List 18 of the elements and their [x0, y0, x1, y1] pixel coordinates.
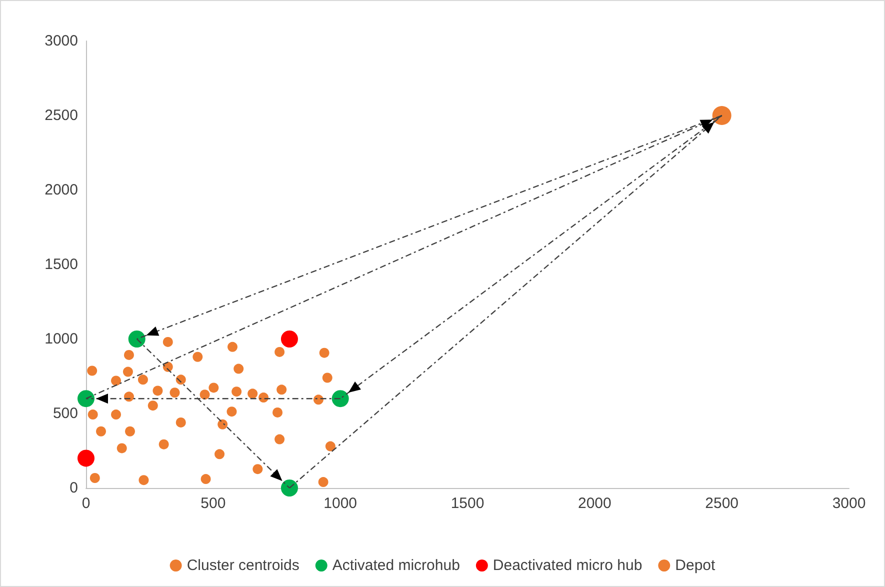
x-tick-label: 0 — [82, 495, 90, 512]
x-tick-label: 2500 — [705, 495, 739, 512]
x-tick-label: 1500 — [450, 495, 484, 512]
legend-label: Deactivated micro hub — [492, 557, 642, 574]
y-tick-label: 3000 — [44, 32, 78, 50]
legend-label: Cluster centroids — [186, 557, 300, 574]
x-tick-label: 3000 — [832, 495, 866, 512]
y-tick-label: 1000 — [44, 330, 78, 348]
y-tick-label: 2000 — [44, 182, 78, 198]
x-tick-label: 2000 — [578, 495, 612, 512]
legend-label: Activated microhub — [332, 557, 460, 574]
legend-label: Depot — [675, 557, 716, 574]
x-tick-label: 500 — [200, 495, 226, 512]
y-tick-label: 1500 — [44, 256, 78, 273]
y-tick-label: 2500 — [44, 107, 78, 124]
x-tick-label: 1000 — [324, 495, 358, 512]
y-tick-label: 500 — [52, 405, 78, 422]
y-tick-label: 0 — [70, 480, 78, 496]
